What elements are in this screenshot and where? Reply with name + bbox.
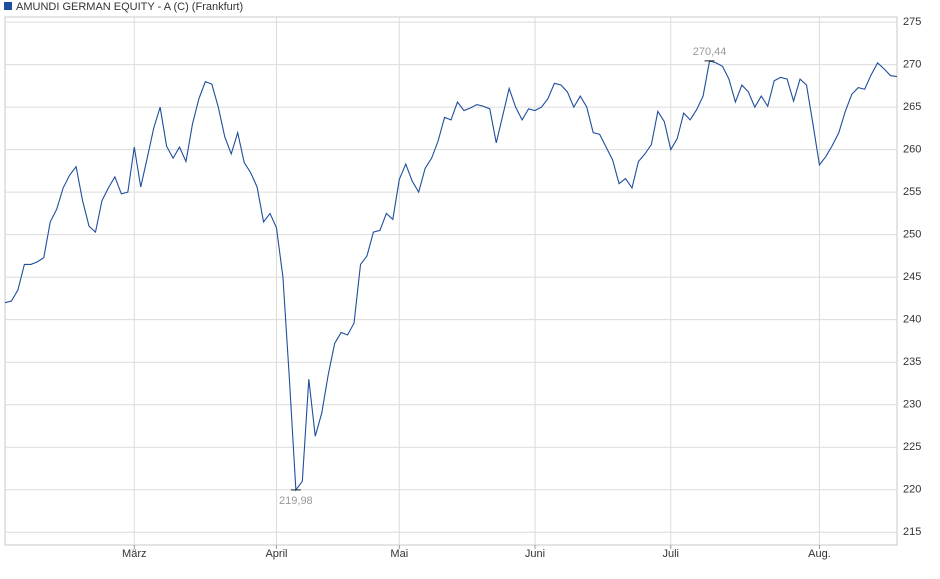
y-tick-label: 265 xyxy=(903,101,921,113)
y-tick-label: 235 xyxy=(903,356,921,368)
y-tick-label: 230 xyxy=(903,399,921,411)
x-tick-label: April xyxy=(265,548,287,560)
legend-swatch xyxy=(4,2,12,10)
price-line xyxy=(5,61,897,490)
value-label: 219,98 xyxy=(279,495,313,507)
y-tick-label: 270 xyxy=(903,59,921,71)
chart-title: AMUNDI GERMAN EQUITY - A (C) (Frankfurt) xyxy=(16,1,243,13)
x-tick-label: Juni xyxy=(525,548,545,560)
x-tick-label: Juli xyxy=(663,548,680,560)
x-tick-label: Mai xyxy=(390,548,408,560)
y-tick-label: 245 xyxy=(903,271,921,283)
value-label: 270,44 xyxy=(693,46,727,58)
x-tick-label: Aug. xyxy=(808,548,831,560)
y-tick-label: 260 xyxy=(903,144,921,156)
y-tick-label: 215 xyxy=(903,526,921,538)
y-tick-label: 250 xyxy=(903,229,921,241)
y-tick-label: 220 xyxy=(903,484,921,496)
y-tick-label: 225 xyxy=(903,441,921,453)
y-tick-label: 240 xyxy=(903,314,921,326)
x-tick-label: März xyxy=(122,548,146,560)
y-tick-label: 255 xyxy=(903,186,921,198)
plot-frame xyxy=(5,17,897,545)
y-tick-label: 275 xyxy=(903,16,921,28)
